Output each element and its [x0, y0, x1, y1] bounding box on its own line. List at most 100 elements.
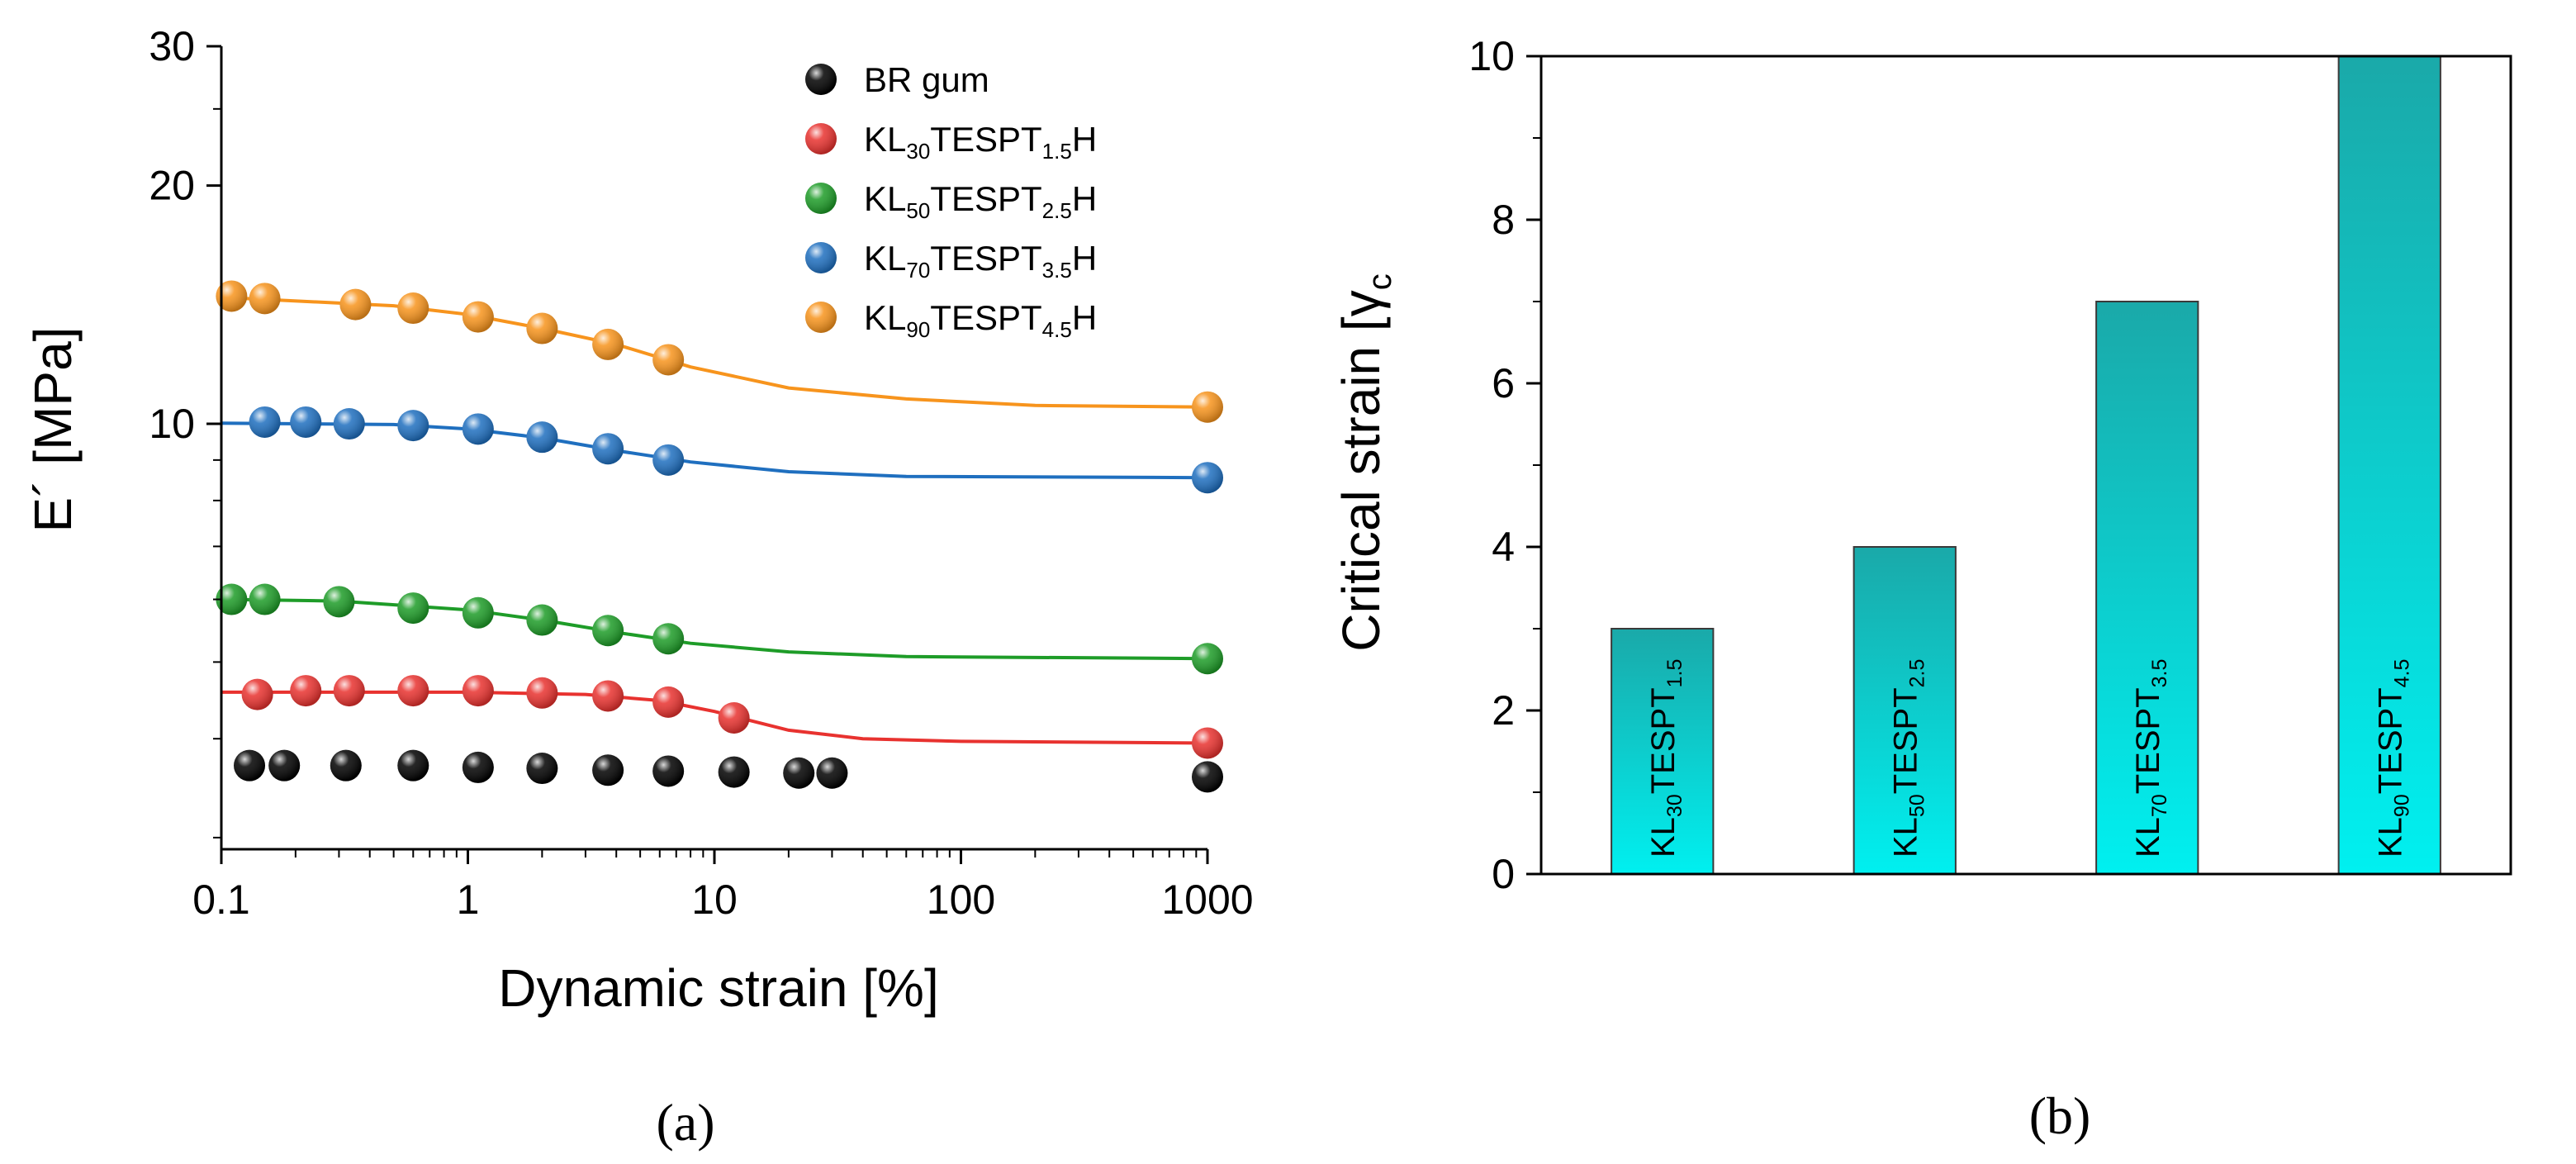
data-point	[462, 751, 494, 783]
x-tick-label-a: 0.1	[192, 877, 250, 923]
data-point	[330, 749, 362, 782]
data-point	[462, 675, 494, 707]
ylabel-text: Critical strain [	[1331, 316, 1391, 652]
x-tick-label-a: 100	[927, 877, 995, 923]
legend-entry: KL90TESPT4.5H	[805, 298, 1097, 342]
data-point	[241, 678, 273, 710]
data-point	[462, 413, 494, 445]
label-part: TESPT	[930, 239, 1041, 278]
label-subscript: 50	[1905, 794, 1928, 817]
data-point	[592, 680, 624, 712]
label-subscript: 90	[2390, 794, 2413, 817]
x-tick-label-a: 10	[691, 877, 738, 923]
data-point	[397, 292, 429, 325]
label-base: KL	[1645, 817, 1682, 858]
label-subscript: 1.5	[1663, 659, 1686, 688]
bar-category-label: KL30TESPT1.5	[1645, 659, 1686, 858]
bar-rect	[1611, 628, 1715, 875]
ylabel-subscript: c	[1362, 273, 1398, 290]
data-point	[1192, 761, 1223, 793]
label-subscript: 70	[2148, 794, 2171, 817]
data-point	[249, 583, 281, 615]
label-subscript: 4.5	[1042, 317, 1072, 342]
label-subscript: 4.5	[2390, 659, 2413, 688]
bar-category-label: KL50TESPT2.5	[1887, 659, 1928, 858]
label-subscript: 3.5	[1042, 258, 1072, 283]
legend-label: KL30TESPT1.5H	[864, 120, 1097, 164]
data-point	[290, 406, 322, 438]
x-axis-label-a: Dynamic strain [%]	[498, 958, 938, 1018]
data-point	[652, 686, 685, 718]
label-subscript: 90	[906, 317, 930, 342]
x-tick-label-a: 1000	[1161, 877, 1253, 923]
bar-rect	[2095, 301, 2199, 875]
data-point	[234, 749, 266, 782]
label-subscript: 3.5	[2148, 659, 2171, 688]
label-base: KL	[2130, 817, 2166, 858]
bar: KL50TESPT2.5	[1853, 546, 1957, 875]
panel-label-a: (a)	[656, 1093, 714, 1152]
label-part: TESPT	[2372, 687, 2408, 794]
data-point	[652, 444, 685, 476]
label-subscript: 30	[906, 139, 930, 164]
y-tick-label-b: 10	[1468, 33, 1515, 79]
data-point	[249, 406, 281, 438]
legend-entry: KL70TESPT3.5H	[805, 239, 1097, 283]
data-point	[290, 675, 322, 707]
data-point	[462, 596, 494, 629]
x-tick-label-a: 1	[457, 877, 480, 923]
label-base: KL	[864, 298, 906, 337]
bar: KL90TESPT4.5	[2337, 55, 2441, 875]
data-point	[1192, 462, 1223, 494]
label-part: H	[1072, 239, 1097, 278]
data-points-group	[216, 280, 1223, 793]
y-tick-label-a: 30	[149, 23, 195, 69]
label-part: TESPT	[1645, 687, 1682, 794]
y-axis-label-b: Critical strain [γc	[1331, 273, 1398, 651]
data-point	[592, 754, 624, 786]
data-point	[216, 583, 248, 615]
data-point	[462, 301, 494, 333]
y-tick-label-b: 8	[1492, 197, 1515, 243]
data-point	[249, 283, 281, 315]
label-base: KL	[864, 239, 906, 278]
label-base: KL	[1887, 817, 1924, 858]
data-point	[526, 604, 558, 636]
bar-rect	[1853, 546, 1957, 875]
data-point	[592, 615, 624, 647]
data-point	[652, 755, 685, 787]
y-tick-label-b: 4	[1492, 524, 1515, 570]
label-subscript: 2.5	[1905, 659, 1928, 688]
data-point	[216, 280, 248, 312]
data-point	[268, 749, 301, 782]
fit-line-2	[221, 597, 1208, 661]
axes-b: 0 2 4 6 8 10	[1468, 33, 2512, 897]
data-point	[718, 756, 750, 788]
panel-label-b: (b)	[2029, 1086, 2091, 1145]
data-point	[397, 749, 429, 782]
label-part: H	[1072, 120, 1097, 159]
bar: KL30TESPT1.5	[1611, 628, 1715, 875]
y-tick-label-a: 20	[149, 163, 195, 209]
data-point	[526, 421, 558, 454]
legend-entry: KL50TESPT2.5H	[805, 179, 1097, 223]
data-point	[333, 675, 365, 707]
data-point	[592, 433, 624, 465]
bar-category-label: KL90TESPT4.5	[2372, 659, 2413, 858]
data-point	[333, 408, 365, 440]
data-point	[783, 757, 815, 789]
label-base: KL	[864, 179, 906, 218]
y-tick-label-b: 0	[1492, 851, 1515, 897]
y-tick-label-a: 10	[149, 401, 195, 447]
legend-label: KL90TESPT4.5H	[864, 298, 1097, 342]
data-point	[1192, 391, 1223, 423]
data-point	[339, 288, 372, 321]
label-part: TESPT	[2130, 687, 2166, 794]
data-point	[1192, 727, 1223, 759]
label-base: BR gum	[864, 60, 989, 99]
y-tick-label-b: 2	[1492, 687, 1515, 734]
data-point	[526, 312, 558, 344]
data-point	[652, 344, 685, 376]
label-part: TESPT	[930, 298, 1041, 337]
bar-category-label: KL70TESPT3.5	[2130, 659, 2171, 858]
